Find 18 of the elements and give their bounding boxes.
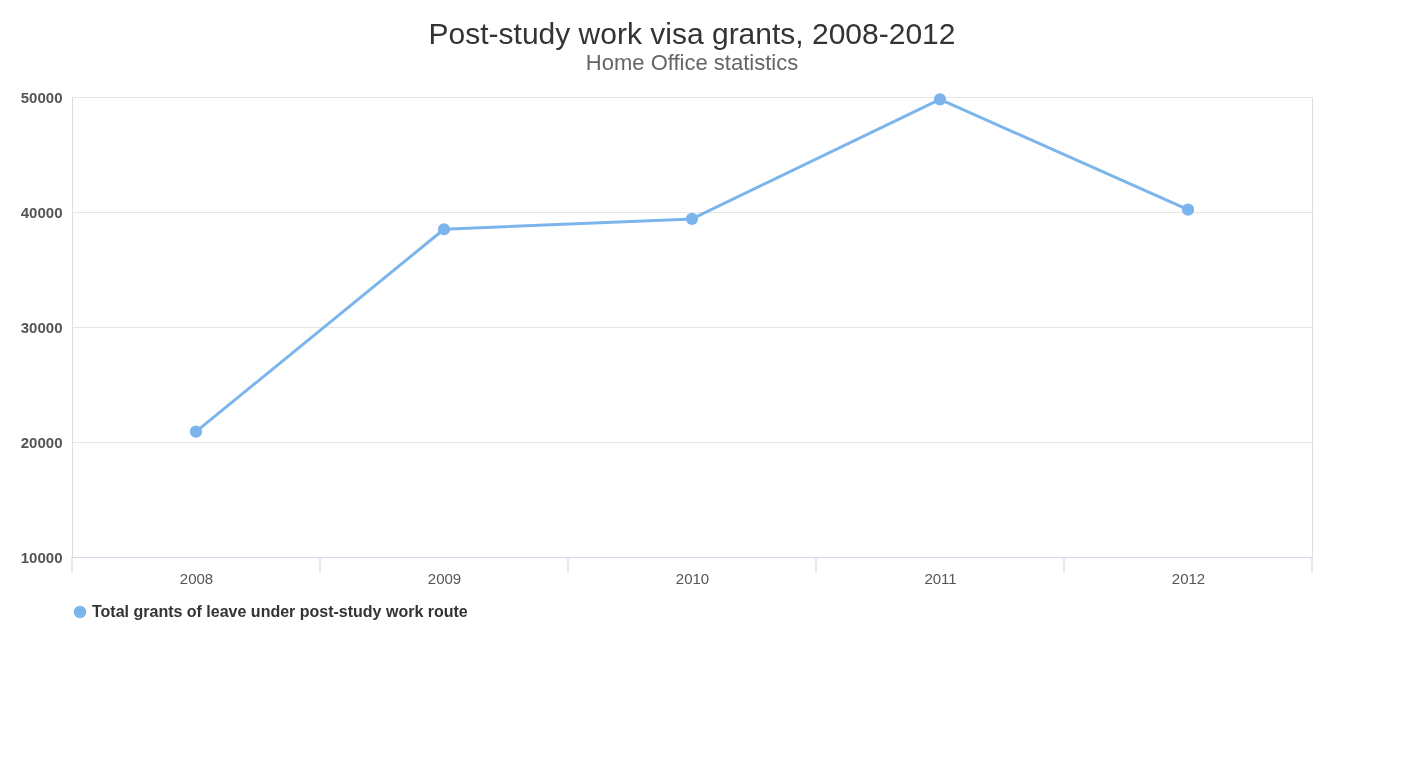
y-tick-label: 40000 bbox=[20, 203, 63, 221]
point bbox=[1181, 203, 1195, 216]
legend-label: Total grants of leave under post-study work route bbox=[92, 603, 468, 620]
x-tick-label: 2008 bbox=[179, 569, 214, 587]
y-tick-label: 10000 bbox=[20, 548, 63, 566]
chart-title: Post-study work visa grants, 2008-2012 bbox=[428, 17, 956, 50]
point bbox=[437, 223, 451, 236]
y-tick-label: 20000 bbox=[20, 433, 63, 451]
x-tick-label: 2009 bbox=[427, 569, 462, 587]
x-tick-label: 2011 bbox=[924, 569, 957, 587]
point bbox=[189, 425, 203, 438]
point bbox=[933, 93, 947, 106]
y-tick-label: 30000 bbox=[20, 318, 63, 336]
chart-subtitle: Home Office statistics bbox=[585, 50, 799, 75]
x-tick-label: 2012 bbox=[1171, 569, 1206, 587]
x-tick-label: 2010 bbox=[675, 569, 710, 587]
y-tick-label: 50000 bbox=[20, 88, 63, 106]
point bbox=[685, 212, 699, 226]
